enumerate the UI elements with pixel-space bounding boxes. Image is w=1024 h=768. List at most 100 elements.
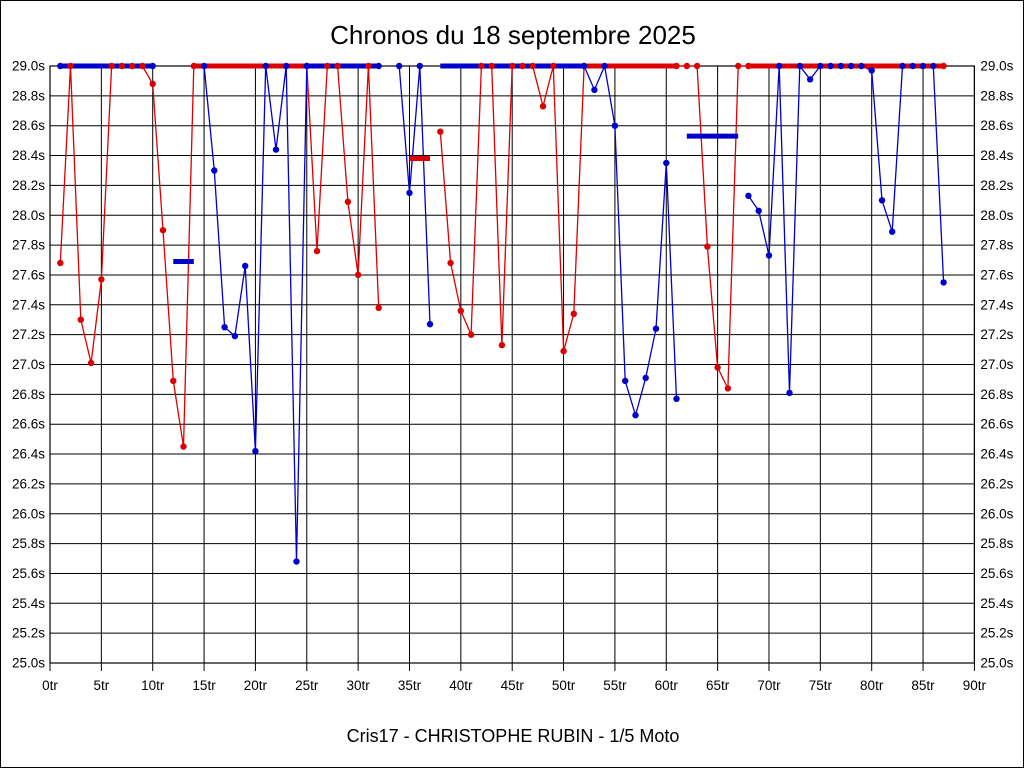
series-red-point [87, 359, 95, 367]
x-tick-label: 40tr [449, 678, 473, 693]
series-blue-point [765, 252, 773, 259]
series-red-point [139, 62, 146, 70]
series-blue-point [149, 62, 156, 70]
y-tick-label-right: 28.4s [980, 148, 1013, 163]
series-blue-point [817, 62, 824, 70]
x-tick-label: 15tr [192, 678, 216, 693]
series-red-line [439, 65, 944, 389]
series-red-point [498, 341, 506, 349]
series-blue-point [396, 62, 403, 70]
series-red-point [98, 276, 105, 283]
y-tick-label-right: 26.8s [980, 387, 1013, 402]
series-blue-point [652, 325, 660, 332]
series-red-point [365, 62, 372, 70]
series-red-point [334, 62, 341, 70]
series-blue-point [283, 62, 290, 70]
y-tick-label-left: 27.8s [12, 238, 45, 253]
series-blue-point [426, 321, 434, 328]
series-blue-point [57, 62, 64, 70]
series-blue-point [899, 62, 906, 70]
y-tick-label-left: 28.0s [12, 208, 45, 223]
series-blue-point [375, 62, 382, 70]
series-red-point [570, 310, 577, 317]
y-tick-label-left: 25.4s [12, 596, 45, 611]
series-red-point [714, 364, 721, 371]
x-tick-label: 25tr [295, 678, 319, 693]
series-red-point [529, 62, 536, 70]
y-tick-label-left: 28.2s [12, 178, 45, 193]
y-tick-label-right: 28.0s [980, 208, 1013, 223]
series-blue-point [221, 324, 228, 331]
series-red-point [77, 316, 85, 323]
y-tick-label-right: 25.8s [980, 536, 1013, 551]
y-tick-label-right: 26.0s [980, 506, 1013, 521]
x-tick-label: 50tr [552, 678, 576, 693]
series-blue-point [909, 62, 916, 70]
series-blue-point [272, 146, 280, 153]
series-red-point [519, 62, 526, 70]
series-blue-point [416, 62, 423, 70]
series-red-point [180, 443, 187, 450]
series-blue-point [200, 62, 208, 70]
y-tick-label-right: 25.2s [980, 626, 1013, 641]
x-tick-label: 20tr [244, 678, 268, 693]
y-tick-label-left: 26.6s [12, 417, 45, 432]
series-red-point [467, 331, 475, 338]
series-red-point [724, 385, 732, 392]
series-red-point [693, 62, 701, 70]
series-blue-line [398, 65, 431, 325]
y-tick-label-right: 25.6s [980, 566, 1013, 581]
series-blue-point [878, 197, 886, 204]
y-tick-label-left: 27.6s [12, 267, 45, 282]
y-tick-label-left: 25.0s [12, 656, 45, 671]
series-blue-point [262, 62, 269, 70]
x-tick-label: 0tr [42, 678, 58, 693]
y-tick-label-right: 27.0s [980, 357, 1013, 372]
y-tick-label-right: 25.0s [980, 656, 1013, 671]
x-tick-label: 45tr [501, 678, 525, 693]
y-tick-label-left: 26.0s [12, 506, 45, 521]
x-tick-label: 30tr [347, 678, 371, 693]
series-red-point [313, 247, 321, 255]
x-tick-label: 55tr [603, 678, 627, 693]
x-tick-label: 60tr [655, 678, 679, 693]
x-tick-label: 75tr [809, 678, 833, 693]
y-tick-label-right: 27.8s [980, 238, 1013, 253]
x-tick-label: 70tr [757, 678, 781, 693]
plot-area: 0tr 5tr 10tr 15tr 20tr 25tr 30tr 35tr 40tr 45tr 50… [12, 59, 1014, 694]
series-blue-point [940, 279, 947, 286]
series-red-point [149, 80, 156, 88]
y-tick-label-left: 25.2s [12, 626, 45, 641]
series-red-point [683, 62, 690, 70]
series-blue-point [786, 389, 793, 397]
y-tick-label-left: 28.8s [12, 88, 45, 103]
series-blue-point [889, 228, 896, 235]
series-red-point [550, 62, 557, 70]
series-blue-point [806, 76, 814, 83]
x-tick-label: 10tr [141, 678, 165, 693]
y-tick-label-left: 27.4s [12, 297, 45, 312]
series-red-point [108, 62, 115, 70]
series-blue-point [632, 412, 639, 419]
series-red-point [478, 62, 485, 70]
series-blue-point [242, 262, 249, 270]
y-tick-label-left: 27.0s [12, 357, 45, 372]
x-tick-label: 80tr [860, 678, 884, 693]
series-red-point [539, 103, 547, 110]
series-blue-point [858, 62, 865, 70]
y-tick-label-left: 28.6s [12, 118, 45, 133]
series-red-point [437, 128, 444, 135]
series-red-point [509, 62, 516, 70]
y-tick-label-right: 27.6s [980, 267, 1013, 282]
series-red-point [344, 198, 352, 205]
y-tick-label-right: 28.8s [980, 88, 1013, 103]
series-blue-point [580, 62, 588, 70]
series-red-point [324, 62, 331, 70]
series-red-point [170, 377, 177, 385]
series-blue-point [211, 167, 218, 174]
series-blue-point [930, 62, 937, 70]
series-red-point [940, 62, 947, 70]
chart-caption: Cris17 - CHRISTOPHE RUBIN - 1/5 Moto [347, 726, 680, 746]
